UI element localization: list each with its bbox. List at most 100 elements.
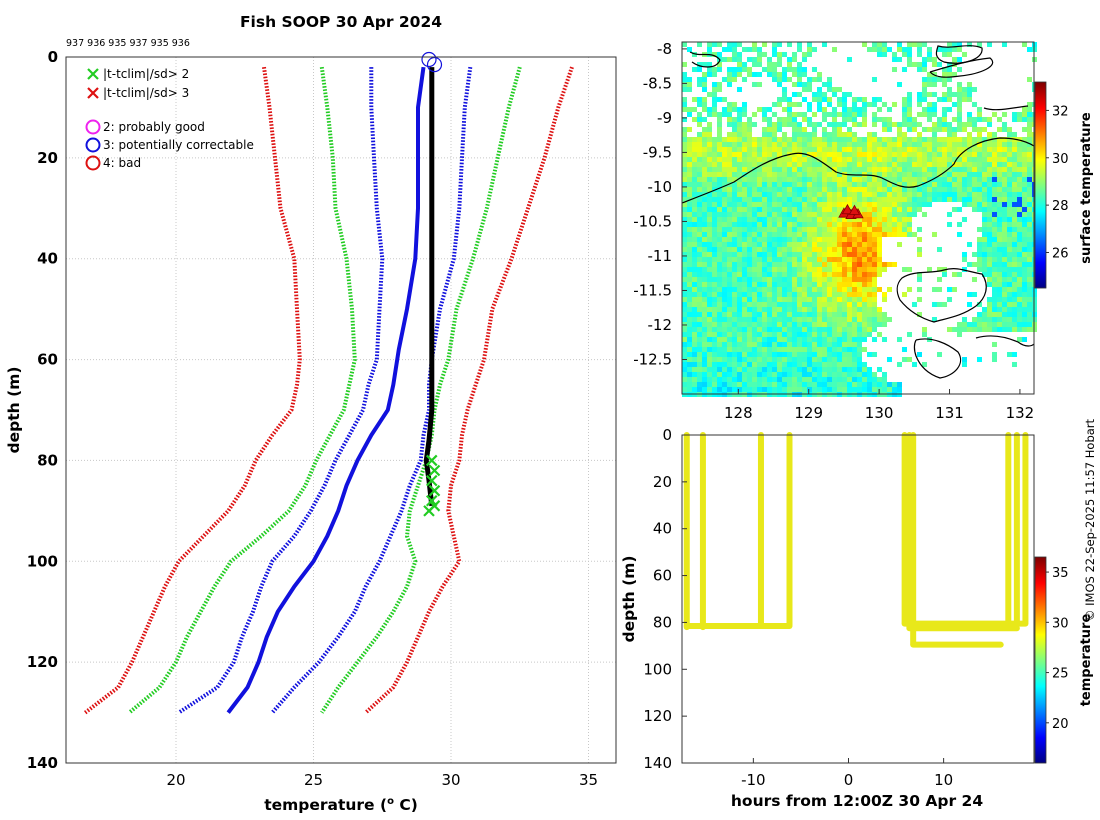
sst-cell xyxy=(987,282,992,287)
colorbar-step xyxy=(1035,739,1046,741)
sst-cell xyxy=(907,217,912,222)
sst-cell xyxy=(862,207,867,212)
sst-cell xyxy=(807,277,812,282)
sst-cell xyxy=(702,307,707,312)
sst-cell xyxy=(867,267,872,272)
sst-cell xyxy=(747,147,752,152)
sst-cell xyxy=(1022,107,1027,112)
sst-cell xyxy=(997,272,1002,277)
sst-cell xyxy=(737,327,742,332)
colorbar-step xyxy=(1035,112,1046,114)
sst-cell xyxy=(747,362,752,367)
colorbar-step xyxy=(1035,592,1046,594)
sst-cell xyxy=(737,337,742,342)
sst-cell xyxy=(867,102,872,107)
sst-cell xyxy=(842,162,847,167)
sst-cell xyxy=(1022,157,1027,162)
sst-cell xyxy=(967,132,972,137)
colorbar-step xyxy=(1035,587,1046,589)
sst-cell xyxy=(772,187,777,192)
sst-cell xyxy=(737,362,742,367)
colorbar-step xyxy=(1035,116,1046,118)
sst-cell xyxy=(747,157,752,162)
sst-cell xyxy=(702,137,707,142)
sst-cell xyxy=(792,362,797,367)
sst-cell xyxy=(692,197,697,202)
sst-cell xyxy=(767,322,772,327)
sst-cell xyxy=(682,217,687,222)
sst-cell xyxy=(687,247,692,252)
sst-cell xyxy=(917,52,922,57)
sst-cell xyxy=(802,67,807,72)
sst-cell xyxy=(722,137,727,142)
colorbar-step xyxy=(1035,713,1046,715)
colorbar-step xyxy=(1035,642,1046,644)
sst-cell xyxy=(732,357,737,362)
colorbar-step xyxy=(1035,109,1046,111)
sst-cell xyxy=(972,317,977,322)
sst-cell xyxy=(692,207,697,212)
sst-cell xyxy=(767,307,772,312)
sst-cell xyxy=(827,187,832,192)
sst-cell xyxy=(827,277,832,282)
sst-cell xyxy=(742,272,747,277)
sst-cell xyxy=(802,167,807,172)
sst-cell xyxy=(752,362,757,367)
sst-cell xyxy=(757,162,762,167)
sst-cell xyxy=(792,52,797,57)
sst-cell xyxy=(692,387,697,392)
sst-cell xyxy=(692,287,697,292)
sst-cell xyxy=(737,272,742,277)
sst-cell xyxy=(802,187,807,192)
sst-cell xyxy=(1012,212,1017,217)
sst-cell xyxy=(777,152,782,157)
sst-cell xyxy=(947,87,952,92)
sst-cell xyxy=(757,197,762,202)
sst-cell xyxy=(757,377,762,382)
sst-cell xyxy=(682,337,687,342)
sst-cell xyxy=(707,372,712,377)
sst-cell xyxy=(837,337,842,342)
x-tick-label: 25 xyxy=(304,771,323,789)
sst-cell xyxy=(812,147,817,152)
sst-cell xyxy=(742,212,747,217)
sst-cell xyxy=(817,212,822,217)
sst-cell xyxy=(682,107,687,112)
sst-cell xyxy=(912,62,917,67)
sst-cell xyxy=(892,52,897,57)
sst-cell xyxy=(687,317,692,322)
sst-cell xyxy=(992,207,997,212)
sst-cell xyxy=(757,287,762,292)
sst-cell xyxy=(987,147,992,152)
sst-cell xyxy=(757,382,762,387)
sst-cell xyxy=(737,112,742,117)
sst-cell xyxy=(872,167,877,172)
sst-cell xyxy=(767,312,772,317)
sst-cell xyxy=(777,182,782,187)
sst-cell xyxy=(762,387,767,392)
sst-cell xyxy=(932,112,937,117)
sst-cell xyxy=(782,372,787,377)
colorbar-frame xyxy=(1034,556,1047,764)
sst-cell xyxy=(712,192,717,197)
colorbar-step xyxy=(1035,572,1046,574)
sst-cell xyxy=(802,172,807,177)
sst-cell xyxy=(737,42,742,47)
sst-cell xyxy=(932,142,937,147)
sst-cell xyxy=(762,67,767,72)
sst-cell xyxy=(847,277,852,282)
sst-cell xyxy=(852,137,857,142)
sst-cell xyxy=(807,182,812,187)
sst-cell xyxy=(1017,142,1022,147)
sst-cell xyxy=(982,267,987,272)
sst-cell xyxy=(852,247,857,252)
sst-cell xyxy=(967,197,972,202)
sst-cell xyxy=(852,287,857,292)
sst-cell xyxy=(792,162,797,167)
sst-cell xyxy=(917,97,922,102)
sst-cell xyxy=(752,202,757,207)
sst-cell xyxy=(987,247,992,252)
sst-cell xyxy=(782,242,787,247)
sst-cell xyxy=(792,232,797,237)
sst-cell xyxy=(912,197,917,202)
